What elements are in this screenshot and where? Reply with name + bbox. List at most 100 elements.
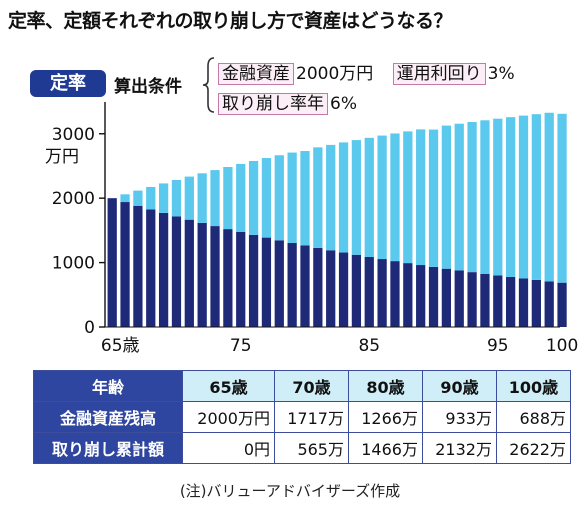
table-header: 65歳 [182,370,275,402]
balance-bar [107,198,117,327]
withdrawn-bar [236,163,246,232]
balance-bar [261,237,272,327]
balance-bar [300,245,310,327]
yield-label: 運用利回り [392,63,486,85]
balance-bar [351,254,362,327]
withdrawn-bar [326,144,336,251]
balance-bar [403,263,413,327]
balance-bar [428,266,439,327]
y-tick-label: 1000 [52,254,95,274]
x-tick-label: 100 [546,336,578,356]
table-header: 90歳 [421,370,497,402]
y-tick-label: 3000 [52,125,95,145]
rate-label: 取り崩し率年 [218,93,328,115]
y-unit-label: 万円 [45,147,79,167]
withdrawn-bar [287,152,297,243]
withdrawn-bar [313,147,323,248]
table-header: 70歳 [274,370,349,402]
balance-bar [313,247,323,327]
withdrawn-bar [377,135,387,260]
param-row-2: 取り崩し率年 6% [218,89,357,115]
withdrawn-bar [441,125,452,269]
balance-bar [236,231,246,327]
balance-bar [171,216,182,327]
row-label: 金融資産残高 [33,401,183,433]
table-cell: 688万 [495,401,572,433]
x-tick-label: 75 [230,336,252,356]
withdrawn-bar [467,121,477,273]
table-cell: 1266万 [347,401,423,433]
balance-bar [416,265,426,327]
withdrawn-bar [223,167,233,230]
table-cell: 2622万 [495,432,572,464]
table-header: 80歳 [347,370,423,402]
balance-bar [223,229,233,327]
withdrawn-bar [428,129,439,267]
withdrawn-bar [557,113,567,283]
summary-table: 年齢 65歳 70歳 80歳 90歳 100歳 金融資産残高 2000万円 17… [33,370,572,464]
param-row-1: 金融資産 2000万円 運用利回り 3% [218,59,515,85]
withdrawn-bar [544,112,554,282]
withdrawn-bar [390,133,400,262]
withdrawn-bar [493,118,503,276]
balance-bar [441,268,452,327]
x-tick-label: 65歳 [101,336,140,356]
withdrawn-bar [158,183,169,213]
withdrawn-bar [454,123,464,271]
withdrawn-bar [210,170,220,227]
table-cell: 2000万円 [182,401,275,433]
method-badge: 定率 [30,70,106,97]
table-row: 金融資産残高 2000万円 1717万 1266万 933万 688万 [33,401,572,433]
balance-bar [248,234,259,327]
balance-bar [480,273,490,327]
withdrawn-bar [480,120,490,274]
source-note: (注)バリューアドバイザーズ作成 [179,482,401,500]
conditions-label: 算出条件 [114,77,182,97]
balance-bar [454,270,464,327]
balance-bar [531,279,541,327]
balance-bar [210,226,220,327]
balance-bar [493,275,503,327]
rate-value: 6% [330,94,357,114]
balance-bar [184,219,194,327]
balance-bar [326,250,336,327]
balance-bar [120,202,130,327]
withdrawn-bar [506,117,516,277]
withdrawn-bar [184,176,194,220]
chart-title: 定率、定額それぞれの取り崩し方で資産はどうなる？ [8,10,453,32]
withdrawn-bar [274,155,284,241]
asset-label: 金融資産 [218,63,294,85]
withdrawn-bar [531,114,541,280]
withdrawn-bar [416,129,426,266]
balance-bar [133,205,143,327]
balance-bar [518,278,529,327]
x-tick-label: 85 [358,336,380,356]
asset-value: 2000万円 [296,64,374,84]
withdrawn-bar [171,180,182,217]
balance-bar [364,256,374,327]
balance-bar [390,261,400,327]
balance-bar [557,282,567,327]
yield-value: 3% [487,64,515,84]
table-cell: 1466万 [347,432,423,464]
balance-bar [544,281,554,327]
withdrawn-bar [248,161,259,235]
withdrawn-bar [364,137,374,257]
balance-bar [274,240,284,327]
balance-bar [197,222,207,327]
table-corner-label: 年齢 [33,370,183,402]
balance-bar [146,209,156,327]
withdrawn-bar [351,140,362,255]
balance-bar [377,259,387,327]
table-header-row: 年齢 65歳 70歳 80歳 90歳 100歳 [33,370,572,402]
balance-bar [467,272,477,327]
balance-bar [158,212,169,327]
brace-icon [202,57,215,113]
table-cell: 933万 [421,401,497,433]
y-tick-label: 0 [84,318,95,338]
table-cell: 0円 [182,432,275,464]
withdrawn-bar [261,158,272,238]
table-cell: 565万 [274,432,349,464]
table-header: 100歳 [495,370,572,402]
